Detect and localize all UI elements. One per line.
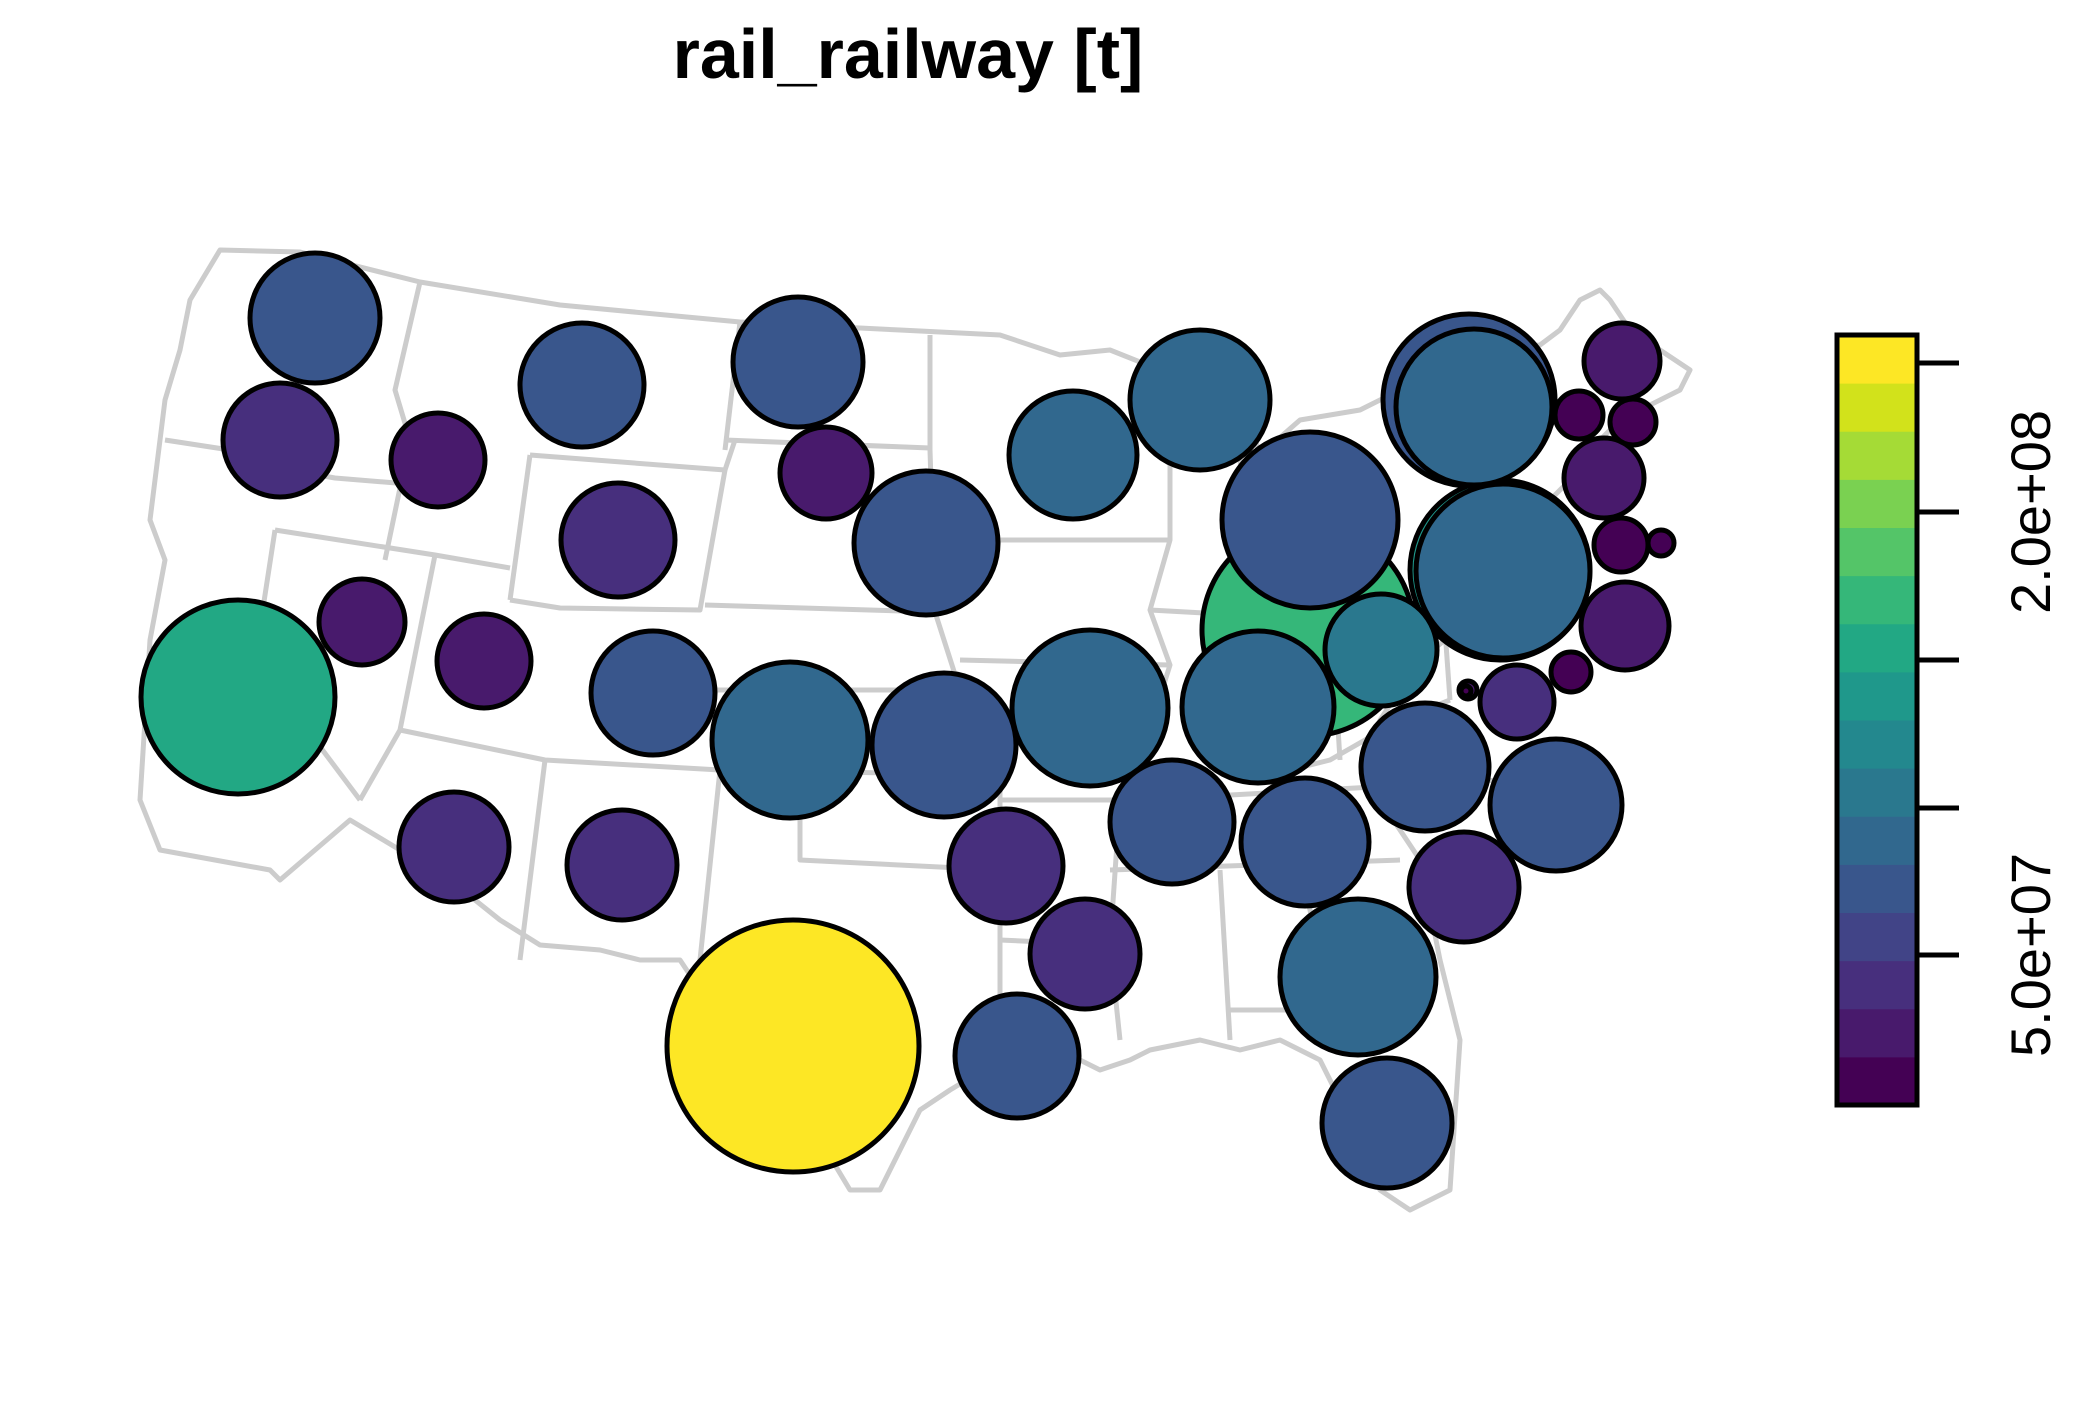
legend-bin <box>1837 671 1917 721</box>
legend-bin <box>1837 383 1917 432</box>
legend-bin <box>1837 1056 1917 1106</box>
bubble-de <box>1548 649 1594 695</box>
nv-ut-border <box>399 727 721 773</box>
bubble-ma <box>1561 435 1647 521</box>
co-nm-border <box>697 769 723 961</box>
bubble-sd <box>777 424 875 522</box>
bubble-id <box>388 410 488 510</box>
bubble-mn <box>1127 327 1273 473</box>
legend-bin <box>1837 623 1917 673</box>
bubble-nv <box>316 576 408 668</box>
bubble-wi <box>1219 429 1401 611</box>
legend-tick-label: 5.0e+07 <box>1999 853 2062 1057</box>
color-legend: 5.0e+07 2.0e+08 <box>1834 332 2062 1108</box>
bubble-ny <box>1393 326 1555 488</box>
legend-bin <box>1837 816 1917 865</box>
ms-al-border <box>1217 869 1233 1041</box>
legend-color-bins <box>1837 335 1917 1106</box>
legend-bin <box>1837 768 1917 817</box>
bubble-la <box>952 991 1082 1121</box>
bubble-tn <box>1238 775 1372 909</box>
legend-bin <box>1837 1008 1917 1058</box>
legend-bin <box>1837 335 1917 384</box>
legend-ticks: 5.0e+07 2.0e+08 <box>1917 360 2062 1057</box>
id-west-border <box>382 281 423 561</box>
bubble-wv <box>1477 662 1557 742</box>
bubble-oh <box>1322 591 1440 709</box>
bubble-ar <box>946 806 1066 926</box>
bubble-wa <box>247 250 383 386</box>
bubble-az <box>396 789 512 905</box>
bubble-nc <box>1487 736 1625 874</box>
us-outline <box>137 247 1693 1213</box>
bubble-dc <box>1458 683 1474 699</box>
legend-frame <box>1834 332 1920 1108</box>
bubble-fl <box>1319 1055 1455 1191</box>
legend-bin <box>1837 527 1917 577</box>
bubble-me <box>1581 320 1663 402</box>
bubble-al <box>1107 757 1237 887</box>
bubble-ks <box>709 659 871 821</box>
bubble-ne <box>851 468 1001 618</box>
bubble-ms <box>1027 896 1143 1012</box>
legend-bin <box>1837 720 1917 769</box>
legend-bin <box>1837 960 1917 1010</box>
bubble-ky <box>1179 628 1337 786</box>
legend-bin <box>1837 479 1917 528</box>
bubble-ca <box>138 597 338 797</box>
bubble-nj <box>1578 579 1672 673</box>
bubble-ri <box>1645 527 1677 559</box>
az-nm-border <box>517 759 548 961</box>
bubble-va <box>1358 700 1492 834</box>
bubble-mo <box>1009 627 1171 789</box>
bubble-ga <box>1277 896 1439 1058</box>
bubble-sc <box>1406 829 1522 945</box>
bubble-vt <box>1552 388 1606 442</box>
bubble-mt <box>517 320 647 450</box>
legend-bin <box>1837 864 1917 913</box>
bubble-pa <box>1413 481 1593 661</box>
bubble-wy <box>558 480 678 600</box>
bubble-co <box>588 628 718 758</box>
legend-bin <box>1837 912 1917 962</box>
bubble-layer <box>138 250 1677 1191</box>
bubble-nd <box>730 294 866 430</box>
bubble-nh <box>1607 396 1659 448</box>
ut-co-border <box>509 469 728 613</box>
bubble-ok <box>869 670 1019 820</box>
bubble-ia <box>1006 388 1140 522</box>
bubble-tx <box>664 917 922 1175</box>
bubble-nm <box>564 807 680 923</box>
legend-bin <box>1837 575 1917 625</box>
map-title: rail_railway [t] <box>673 15 1144 93</box>
bubble-or <box>220 380 340 500</box>
id-wy-border <box>507 454 533 601</box>
legend-tick-label: 2.0e+08 <box>1999 410 2062 614</box>
bubble-ut <box>434 611 534 711</box>
bubble-ct <box>1591 515 1651 575</box>
legend-bin <box>1837 431 1917 480</box>
